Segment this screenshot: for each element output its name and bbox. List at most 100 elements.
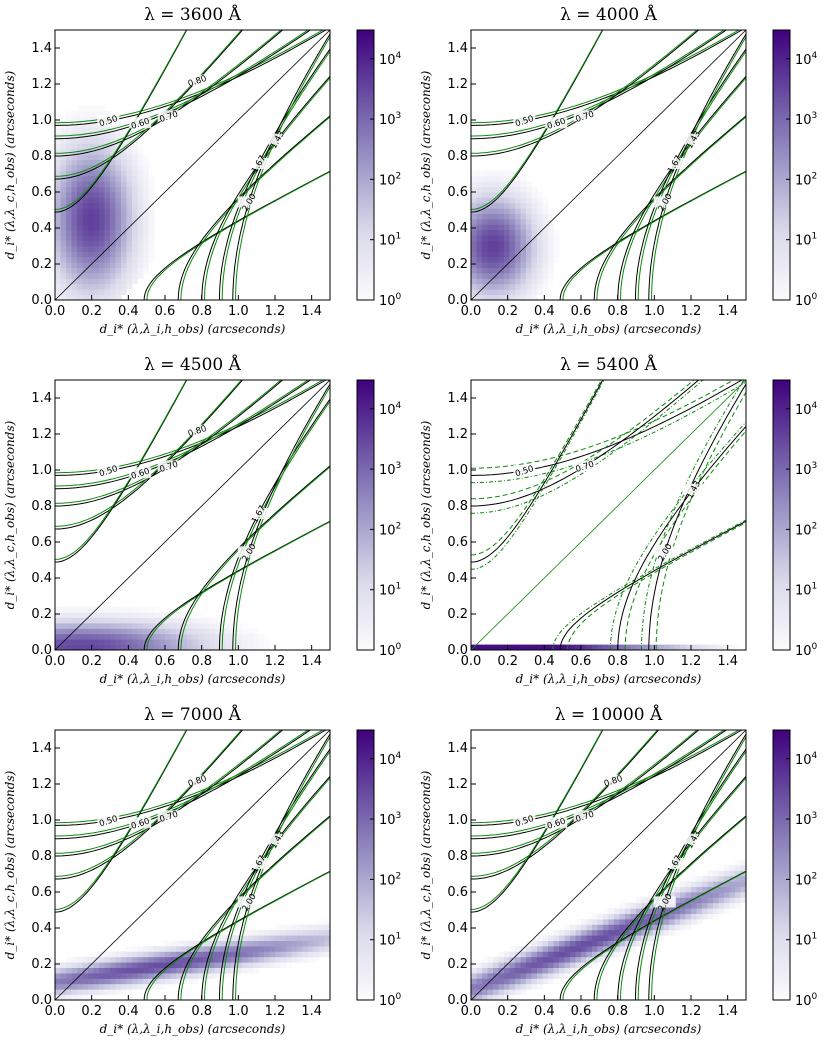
heatmap-cell [214,940,221,947]
heatmap-cell [286,962,292,968]
heatmap-cell [132,278,138,285]
density-heatmap [471,644,741,650]
colorbar-tick-label: 100 [795,992,818,1009]
heatmap-cell [504,289,510,295]
heatmap-cell [110,219,116,225]
heatmap-cell [313,940,320,947]
heatmap-cell [619,908,626,914]
heatmap-cell [154,639,160,645]
heatmap-cell [647,929,653,936]
heatmap-cell [132,208,138,214]
heatmap-cell [55,121,61,128]
heatmap-cell [165,940,171,947]
heatmap-cell [115,197,122,204]
contour-label-bg [653,196,676,208]
heatmap-cell [297,940,303,947]
heatmap-cell [509,989,516,995]
heatmap-cell [88,192,94,198]
heatmap-cell [537,267,543,274]
chart-panel-3600: λ = 3600 Å 0.50 0.60 0.70 0.80 1.43 1.67 2.00 0.… [0,0,415,350]
heatmap-cell [493,229,499,236]
heatmap-cell [225,951,232,958]
heatmap-cell [515,213,521,220]
colorbar-tick-label: 101 [795,582,817,599]
heatmap-cell [498,197,505,204]
heatmap-cell [148,951,155,958]
heatmap-cell [674,913,681,920]
heatmap-cell [110,278,116,285]
heatmap-cell [126,235,133,241]
heatmap-cell [121,175,127,182]
contour-line-green [620,777,746,1000]
heatmap-cell [71,983,78,990]
heatmap-cell [170,967,177,974]
heatmap-cell [132,262,138,268]
heatmap-cell [71,219,78,225]
heatmap-cell [669,892,675,898]
heatmap-cell [60,229,67,236]
colorbar [772,29,791,301]
heatmap-cell [225,940,232,947]
heatmap-cell [553,978,560,985]
heatmap-cell [493,289,499,295]
heatmap-cell [498,994,505,1000]
heatmap-cell [137,951,144,958]
heatmap-cell [515,240,521,247]
heatmap-cell [126,644,133,650]
heatmap-cell [77,181,83,187]
y-tick-label: 0.0 [447,643,468,658]
heatmap-cell [707,892,714,898]
heatmap-cell [60,159,67,166]
heatmap-cell [724,892,730,898]
heatmap-cell [520,262,527,268]
heatmap-cell [99,202,105,209]
heatmap-cell [493,224,499,231]
heatmap-cell [526,951,532,958]
heatmap-cell [159,951,166,958]
colorbar-tick-label: 102 [379,871,401,888]
heatmap-cell [493,994,499,1000]
heatmap-cell [77,202,83,209]
heatmap-cell [625,902,631,909]
heatmap-cell [680,919,686,925]
heatmap-cell [110,267,116,274]
heatmap-cell [548,240,554,247]
heatmap-cell [77,628,83,635]
heatmap-cell [471,186,477,193]
heatmap-cell [482,246,488,252]
heatmap-cell [531,240,538,247]
heatmap-cell [126,159,133,166]
heatmap-cell [685,892,692,898]
x-tick-label: 0.6 [571,304,592,319]
heatmap-cell [203,935,210,941]
heatmap-cell [509,951,516,958]
heatmap-cell [302,929,309,936]
heatmap-cell [176,612,182,618]
heatmap-cell [247,644,254,650]
heatmap-cell [542,951,549,958]
heatmap-cell [121,202,127,209]
heatmap-cell [487,273,494,279]
heatmap-cell [504,278,510,285]
heatmap-cell [253,644,259,650]
y-tick-label: 1.4 [31,41,52,56]
heatmap-cell [55,246,61,252]
heatmap-cell [121,246,127,252]
heatmap-cell [685,913,692,920]
heatmap-cell [115,962,122,968]
heatmap-cell [82,208,89,214]
contour-label-bg [129,467,152,479]
heatmap-cell [685,919,692,925]
heatmap-cell [564,924,571,931]
heatmap-cell [674,644,681,650]
heatmap-cell [93,294,100,300]
heatmap-cell [170,644,177,650]
heatmap-cell [504,994,510,1000]
heatmap-cell [115,262,122,268]
x-axis-label: d_i* (λ,λ_i,h_obs) (arcseconds) [100,672,286,686]
heatmap-cell [520,181,527,187]
heatmap-cell [498,278,505,285]
heatmap-cell [487,208,494,214]
heatmap-cell [71,165,78,171]
heatmap-cell [724,902,730,909]
